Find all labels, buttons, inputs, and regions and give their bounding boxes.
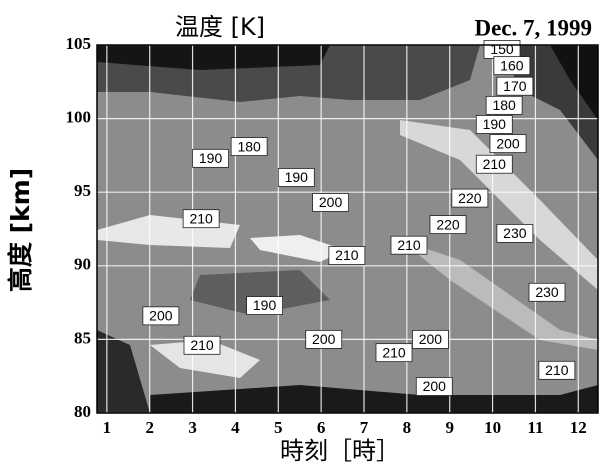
contour-label: 210 [382, 344, 406, 360]
contour-label: 210 [190, 337, 214, 353]
x-tick-label: 2 [145, 418, 154, 437]
x-tick-label: 1 [103, 418, 112, 437]
contour-label: 170 [503, 78, 527, 94]
y-axis-label: 高度 [km] [6, 168, 35, 292]
y-tick-label: 80 [74, 402, 91, 421]
contour-label: 210 [483, 156, 507, 172]
x-tick-label: 10 [484, 418, 501, 437]
x-tick-label: 5 [274, 418, 283, 437]
x-tick-label: 9 [445, 418, 454, 437]
contour-label: 210 [335, 247, 359, 263]
y-tick-label: 95 [74, 181, 91, 200]
contour-label: 220 [458, 190, 482, 206]
x-tick-label: 7 [360, 418, 369, 437]
contour-label: 200 [149, 308, 173, 324]
x-tick-label: 3 [188, 418, 197, 437]
y-tick-label: 85 [74, 328, 91, 347]
contour-label: 230 [503, 225, 527, 241]
x-axis-label: 時刻［時］ [280, 437, 400, 465]
y-tick-label: 90 [74, 255, 91, 274]
contour-label: 210 [397, 237, 421, 253]
contour-label: 220 [436, 216, 460, 232]
contour-label: 190 [285, 169, 309, 185]
x-tick-label: 6 [317, 418, 326, 437]
y-tick-label: 100 [66, 108, 92, 127]
chart-date: Dec. 7, 1999 [474, 15, 592, 40]
contour-label: 200 [319, 194, 343, 210]
contour-label: 210 [189, 210, 213, 226]
contour-label: 200 [419, 331, 443, 347]
contour-label: 200 [312, 331, 336, 347]
contour-label: 190 [199, 150, 223, 166]
x-tick-label: 11 [527, 418, 543, 437]
y-tick-label: 105 [66, 34, 92, 53]
x-tick-label: 8 [403, 418, 412, 437]
contour-label: 200 [423, 378, 447, 394]
chart-title: 温度 [K] [175, 13, 265, 41]
contour-label: 230 [535, 284, 559, 300]
contour-label: 190 [253, 297, 277, 313]
contour-label: 180 [237, 138, 261, 154]
x-tick-label: 12 [570, 418, 587, 437]
x-tick-label: 4 [231, 418, 240, 437]
chart: 1501601701801902002102202302302202101901… [0, 0, 604, 467]
contour-label: 210 [545, 362, 569, 378]
contour-label: 160 [500, 57, 524, 73]
contour-label: 190 [483, 116, 507, 132]
contour-label: 200 [496, 135, 520, 151]
contour-label: 180 [492, 97, 516, 113]
contour-label: 150 [490, 41, 514, 57]
